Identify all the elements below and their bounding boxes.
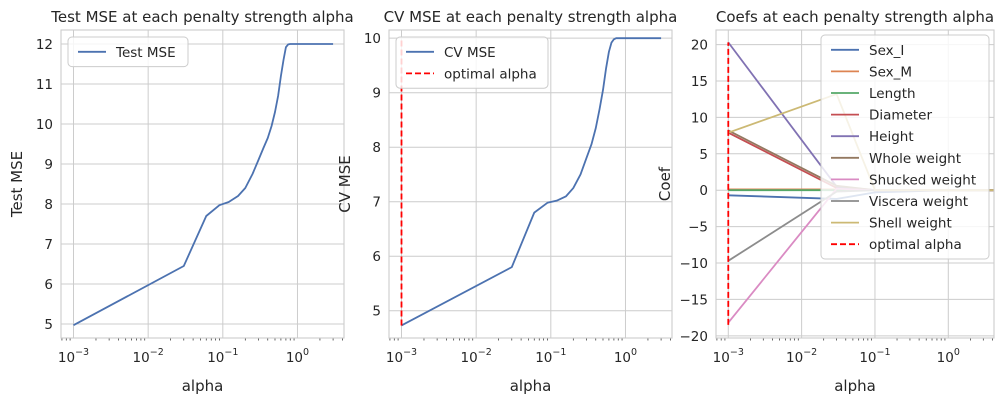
- y-tick-label: 12: [36, 37, 53, 53]
- y-tick-label: 0: [699, 183, 708, 199]
- chart-title: Test MSE at each penalty strength alpha: [50, 8, 353, 26]
- x-axis-label: alpha: [510, 377, 552, 395]
- legend-label: Diameter: [869, 108, 932, 124]
- y-tick-label: 11: [36, 77, 53, 93]
- y-tick-label: 15: [691, 74, 708, 90]
- legend-label: Sex_M: [869, 64, 912, 80]
- plot-frame: [60, 29, 345, 339]
- y-tick-label: 20: [691, 38, 708, 54]
- y-tick-label: 7: [372, 195, 381, 211]
- subplot-3: 10−3 10−2 10−1 100 −20 −15 −10 −5 0 5 10 15 20 Coefs …: [656, 8, 995, 395]
- x-tick-label: 10−1: [535, 347, 566, 366]
- legend-label: Test MSE: [115, 45, 176, 61]
- x-tick-label: 10−2: [786, 347, 817, 366]
- x-tick-label: 10−1: [859, 347, 890, 366]
- series-line-cv-mse: [401, 37, 662, 327]
- y-tick-label: 8: [372, 140, 381, 156]
- y-tick-label: 6: [44, 277, 53, 293]
- legend-box: [820, 34, 990, 260]
- x-axis-label: alpha: [182, 377, 224, 395]
- y-tick-label: −10: [680, 256, 709, 272]
- legend-label: optimal alpha: [869, 237, 962, 253]
- subplot-1: 10−3 10−2 10−1 100 5 6 7 8 9 10 11 12 Test MSE at ea…: [8, 8, 354, 395]
- legend-label: Sex_I: [869, 43, 904, 59]
- y-axis-label: Test MSE: [8, 151, 26, 218]
- x-tick-label: 10−3: [58, 347, 89, 366]
- x-tick-label: 100: [937, 347, 960, 366]
- plot-frame: [715, 29, 995, 339]
- legend-label: CV MSE: [444, 45, 496, 61]
- y-tick-label: 5: [699, 147, 708, 163]
- legend: Test MSE: [67, 36, 189, 68]
- x-tick-label: 10−2: [461, 347, 492, 366]
- legend-box: [67, 36, 189, 68]
- legend-label: Shell weight: [869, 216, 952, 232]
- plot-frame: [388, 29, 673, 339]
- y-tick-label: 10: [691, 110, 708, 126]
- y-tick-label: 7: [44, 237, 53, 253]
- x-axis-label: alpha: [834, 377, 876, 395]
- x-tick-label: 10−3: [713, 347, 744, 366]
- y-tick-label: 5: [372, 304, 381, 320]
- legend-label: optimal alpha: [444, 66, 537, 82]
- y-tick-label: −15: [680, 292, 709, 308]
- chart-title: CV MSE at each penalty strength alpha: [384, 8, 678, 26]
- y-tick-label: 5: [44, 317, 53, 333]
- y-tick-label: 8: [44, 197, 53, 213]
- legend-label: Viscera weight: [869, 194, 968, 210]
- series-line-test-mse: [73, 43, 334, 326]
- y-tick-label: 6: [372, 249, 381, 265]
- x-tick-label: 10−3: [386, 347, 417, 366]
- x-tick-label: 10−1: [207, 347, 238, 366]
- legend-label: Height: [869, 129, 914, 145]
- y-axis-label: CV MSE: [336, 155, 354, 212]
- y-tick-label: 10: [364, 31, 381, 47]
- y-tick-label: 9: [372, 86, 381, 102]
- legend-label: Length: [869, 86, 916, 102]
- y-tick-label: 10: [36, 117, 53, 133]
- chart-title: Coefs at each penalty strength alpha: [716, 8, 994, 26]
- x-tick-label: 100: [614, 347, 637, 366]
- y-tick-label: −5: [688, 220, 708, 236]
- legend: Sex_I Sex_M Length Diameter Height Whole weig…: [820, 34, 990, 260]
- x-tick-label: 100: [286, 347, 309, 366]
- legend-box: [395, 36, 549, 89]
- x-tick-label: 10−2: [133, 347, 164, 366]
- legend-label: Whole weight: [869, 151, 961, 167]
- legend-label: Shucked weight: [869, 172, 976, 188]
- y-tick-label: −20: [680, 329, 709, 345]
- y-axis-label: Coef: [656, 166, 674, 201]
- y-tick-label: 9: [44, 157, 53, 173]
- legend: CV MSE optimal alpha: [395, 36, 549, 89]
